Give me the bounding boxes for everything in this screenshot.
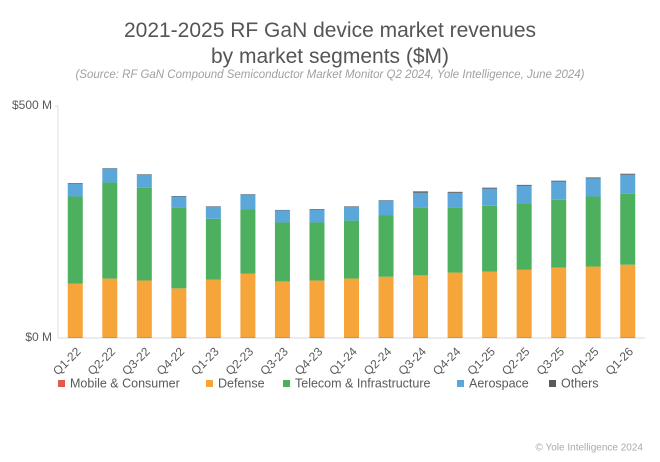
bar-segment (171, 207, 187, 289)
legend-swatch (58, 380, 65, 387)
bar-segment (413, 207, 429, 276)
bar-segment (413, 192, 429, 208)
bar-segment (136, 174, 152, 188)
bar-segment (482, 205, 498, 272)
x-tick-label: Q1-22 (50, 344, 84, 378)
bar-segment (171, 288, 187, 338)
bar-segment (551, 180, 567, 182)
x-tick-label: Q1-24 (326, 344, 360, 378)
bar-segment (585, 266, 601, 338)
x-tick-label: Q3-24 (395, 344, 429, 378)
bar-segment (274, 222, 290, 282)
bar-segment (102, 168, 118, 183)
bar-segment (516, 185, 532, 204)
bar-segment (551, 199, 567, 268)
x-tick-label: Q3-23 (257, 344, 291, 378)
legend-swatch (457, 380, 464, 387)
x-tick-label: Q1-26 (603, 344, 637, 378)
chart-subtitle: (Source: RF GaN Compound Semiconductor M… (75, 69, 585, 81)
bar-segment (344, 220, 359, 279)
bar-segment (240, 273, 256, 338)
bar-segment (136, 280, 152, 338)
legend-label: Mobile & Consumer (70, 376, 180, 390)
bar-segment (378, 215, 394, 277)
bar-segment (482, 187, 498, 189)
bar-segment (620, 193, 636, 265)
x-tick-label: Q2-23 (223, 344, 257, 378)
bar-segment (67, 283, 83, 338)
bar-segment (447, 272, 463, 338)
legend-swatch (206, 380, 213, 387)
bar-segment (585, 177, 601, 179)
bar-segment (378, 276, 394, 338)
bar-segment (171, 196, 187, 208)
x-tick-label: Q1-25 (464, 344, 498, 378)
bar-segment (413, 275, 429, 338)
bar-segment (344, 206, 359, 221)
bar-segment (516, 269, 532, 338)
legend-label: Others (561, 376, 599, 390)
bar-segment (136, 187, 152, 281)
x-tick-label: Q3-25 (534, 344, 568, 378)
y-tick-label: $0 M (25, 330, 52, 344)
bar-segment (309, 222, 325, 281)
bar-segment (620, 264, 636, 338)
x-tick-label: Q4-22 (154, 344, 188, 378)
x-tick-label: Q4-23 (292, 344, 326, 378)
chart-title: 2021-2025 RF GaN device market revenues … (123, 19, 537, 68)
bar-segment (240, 209, 256, 274)
x-tick-label: Q4-25 (568, 344, 602, 378)
bar-segment (585, 178, 601, 197)
bar-segment (585, 196, 601, 267)
legend-swatch (283, 380, 290, 387)
bar-segment (551, 267, 567, 338)
bar-segment (205, 206, 221, 219)
bar-segment (274, 281, 290, 338)
legend-label: Telecom & Infrastructure (295, 376, 431, 390)
bar-segment (274, 210, 290, 223)
bar-segment (413, 191, 429, 193)
bar-segment (102, 278, 118, 338)
bar-segment (67, 183, 83, 197)
bar-segment (620, 174, 636, 194)
legend-label: Defense (218, 376, 265, 390)
bar-segment (447, 207, 463, 273)
bar-segment (482, 271, 498, 338)
x-tick-label: Q1-23 (188, 344, 222, 378)
bar-segment (482, 188, 498, 206)
x-tick-label: Q4-24 (430, 344, 464, 378)
bar-segment (516, 203, 532, 270)
bar-segment (205, 279, 221, 338)
bar-segment (240, 194, 256, 210)
y-tick-label: $500 M (12, 98, 52, 112)
bar-segment (447, 191, 463, 193)
legend-label: Aerospace (469, 376, 529, 390)
bar-segment (516, 184, 532, 186)
bar-segment (102, 182, 118, 279)
bar-segment (205, 218, 221, 280)
legend-swatch (549, 380, 556, 387)
bar-segment (551, 181, 567, 200)
bar-segment (447, 192, 463, 208)
bar-segment (378, 200, 394, 216)
x-tick-label: Q2-22 (85, 344, 119, 378)
credit: © Yole Intelligence 2024 (536, 443, 644, 454)
x-tick-label: Q2-25 (499, 344, 533, 378)
bar-segment (344, 278, 359, 338)
x-tick-label: Q2-24 (361, 344, 395, 378)
bar-segment (309, 209, 325, 223)
bar-segment (67, 196, 83, 284)
x-tick-label: Q3-22 (119, 344, 153, 378)
bar-segment (620, 173, 636, 175)
bar-segment (309, 280, 325, 338)
